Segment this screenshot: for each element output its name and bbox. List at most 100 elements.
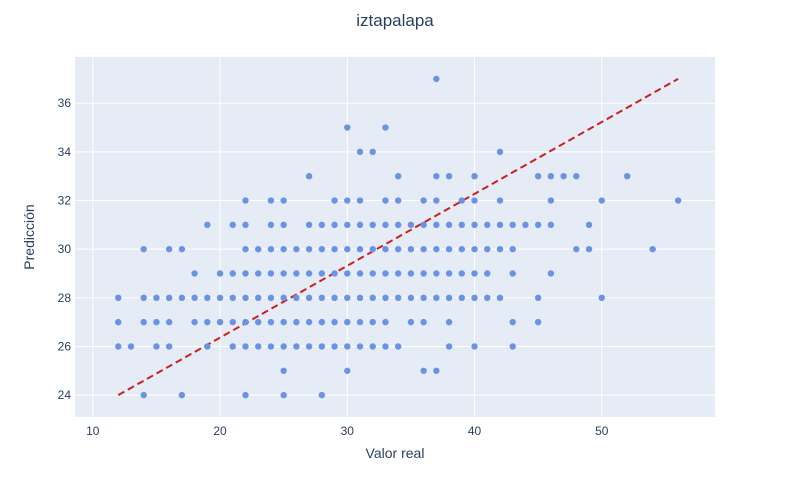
data-point: [115, 318, 122, 326]
plot-area: [75, 57, 715, 417]
data-point: [484, 270, 491, 277]
data-point: [369, 245, 376, 253]
data-point: [458, 294, 465, 302]
data-point: [420, 221, 427, 229]
data-point: [267, 197, 275, 204]
data-point: [280, 343, 287, 350]
data-point: [382, 197, 389, 204]
data-point: [369, 343, 376, 350]
data-point: [433, 294, 440, 302]
data-point: [484, 294, 491, 302]
data-point: [140, 294, 147, 302]
data-point: [496, 148, 504, 156]
data-point: [229, 270, 236, 277]
data-point: [305, 172, 313, 180]
data-point: [191, 294, 198, 302]
data-point: [344, 221, 351, 229]
data-point: [153, 294, 160, 302]
y-tick-label: 32: [58, 194, 72, 208]
x-tick-label: 30: [341, 424, 355, 438]
data-point: [407, 270, 415, 277]
data-point: [509, 245, 516, 253]
y-axis-ticks: 24 26 28 30 32 34 36: [58, 96, 72, 402]
data-point: [165, 343, 173, 350]
y-tick-label: 34: [58, 145, 72, 159]
data-point: [394, 221, 402, 229]
data-point: [255, 343, 262, 350]
data-point: [229, 294, 236, 302]
data-point: [433, 367, 440, 374]
data-point: [534, 318, 542, 326]
data-point: [407, 294, 415, 302]
data-point: [433, 245, 440, 253]
data-point: [624, 172, 631, 180]
data-point: [598, 197, 605, 204]
data-point: [356, 343, 364, 350]
x-tick-label: 20: [213, 424, 227, 438]
data-point: [369, 294, 376, 302]
data-point: [356, 148, 364, 156]
data-point: [255, 245, 262, 253]
data-point: [318, 270, 326, 277]
data-point: [305, 343, 313, 350]
data-point: [509, 221, 516, 229]
data-point: [471, 343, 478, 350]
data-point: [305, 245, 313, 253]
data-point: [255, 270, 262, 277]
data-point: [318, 245, 326, 253]
data-point: [280, 391, 287, 399]
data-point: [394, 270, 402, 277]
data-point: [420, 270, 427, 277]
data-point: [305, 318, 313, 326]
data-point: [534, 172, 542, 180]
data-point: [420, 318, 427, 326]
data-point: [178, 391, 186, 399]
data-point: [471, 172, 478, 180]
data-point: [547, 172, 555, 180]
data-point: [496, 245, 504, 253]
data-point: [331, 270, 338, 277]
data-point: [140, 391, 147, 399]
data-point: [318, 343, 326, 350]
data-point: [229, 343, 236, 350]
data-point: [242, 197, 249, 204]
data-point: [331, 245, 338, 253]
data-point: [280, 318, 287, 326]
data-point: [471, 294, 478, 302]
data-point: [356, 294, 364, 302]
data-point: [216, 294, 224, 302]
data-point: [204, 318, 211, 326]
data-point: [369, 148, 376, 156]
data-point: [369, 221, 376, 229]
data-point: [331, 221, 338, 229]
data-point: [331, 294, 338, 302]
data-point: [445, 343, 453, 350]
y-tick-label: 28: [58, 291, 72, 305]
data-point: [598, 294, 605, 302]
data-point: [293, 343, 300, 350]
data-point: [356, 221, 364, 229]
data-point: [560, 172, 567, 180]
data-point: [433, 172, 440, 180]
y-tick-label: 24: [58, 388, 72, 402]
data-point: [356, 270, 364, 277]
data-point: [394, 343, 402, 350]
data-point: [573, 172, 580, 180]
data-point: [280, 367, 287, 374]
data-point: [318, 221, 326, 229]
data-point: [496, 221, 504, 229]
y-tick-label: 30: [58, 242, 72, 256]
data-point: [445, 318, 453, 326]
data-point: [458, 221, 465, 229]
data-point: [445, 294, 453, 302]
data-point: [140, 318, 147, 326]
data-point: [394, 172, 402, 180]
data-point: [331, 318, 338, 326]
data-point: [305, 294, 313, 302]
data-point: [267, 343, 275, 350]
data-point: [547, 197, 555, 204]
data-point: [407, 245, 415, 253]
data-point: [293, 294, 300, 302]
data-point: [585, 245, 593, 253]
